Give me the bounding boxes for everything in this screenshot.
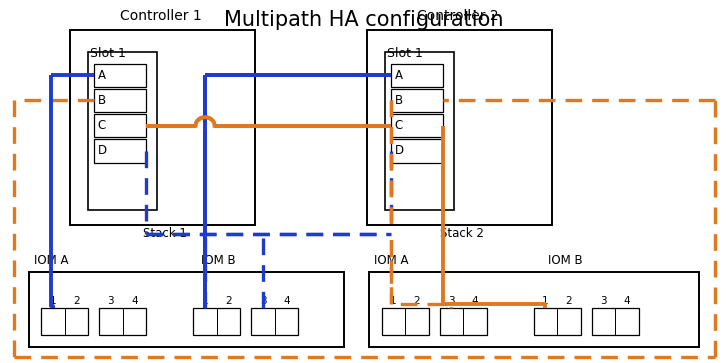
Text: IOM B: IOM B: [201, 254, 235, 267]
Text: Controller 2: Controller 2: [417, 9, 499, 23]
Bar: [391, 139, 443, 163]
Text: 2: 2: [225, 296, 232, 306]
Bar: [94, 64, 146, 87]
Text: 3: 3: [448, 296, 454, 306]
Text: D: D: [395, 144, 403, 158]
Text: A: A: [395, 69, 403, 82]
Text: IOM B: IOM B: [548, 254, 583, 267]
Text: 1: 1: [542, 296, 549, 306]
Bar: [367, 30, 552, 225]
Bar: [385, 52, 454, 210]
Text: 4: 4: [131, 296, 138, 306]
Bar: [382, 307, 429, 335]
Bar: [369, 272, 699, 347]
Bar: [94, 139, 146, 163]
Bar: [99, 307, 146, 335]
Text: Stack 1: Stack 1: [142, 227, 187, 240]
Bar: [252, 307, 298, 335]
Text: IOM A: IOM A: [374, 254, 409, 267]
Text: Slot 1: Slot 1: [89, 47, 126, 60]
Text: 2: 2: [414, 296, 420, 306]
Text: 4: 4: [472, 296, 478, 306]
Bar: [440, 307, 486, 335]
Text: 3: 3: [260, 296, 266, 306]
Text: Controller 1: Controller 1: [120, 9, 201, 23]
Bar: [41, 307, 88, 335]
Bar: [391, 114, 443, 137]
Text: B: B: [395, 94, 403, 107]
Text: C: C: [395, 119, 403, 132]
Text: A: A: [97, 69, 105, 82]
Text: D: D: [97, 144, 107, 158]
Bar: [71, 30, 255, 225]
Text: Slot 1: Slot 1: [387, 47, 422, 60]
Text: 3: 3: [600, 296, 607, 306]
Text: 3: 3: [108, 296, 114, 306]
Text: C: C: [97, 119, 106, 132]
Bar: [592, 307, 639, 335]
Text: 1: 1: [202, 296, 209, 306]
Text: 4: 4: [284, 296, 290, 306]
Bar: [29, 272, 344, 347]
Text: 2: 2: [566, 296, 572, 306]
Text: Multipath HA configuration: Multipath HA configuration: [224, 11, 503, 30]
Bar: [88, 52, 157, 210]
Text: B: B: [97, 94, 106, 107]
Text: 1: 1: [390, 296, 397, 306]
Bar: [94, 89, 146, 112]
Text: Stack 2: Stack 2: [440, 227, 483, 240]
Bar: [391, 64, 443, 87]
Bar: [391, 89, 443, 112]
Bar: [94, 114, 146, 137]
Bar: [193, 307, 241, 335]
Text: 4: 4: [624, 296, 630, 306]
Text: 1: 1: [49, 296, 56, 306]
Text: IOM A: IOM A: [34, 254, 68, 267]
Bar: [534, 307, 581, 335]
Text: 2: 2: [73, 296, 80, 306]
